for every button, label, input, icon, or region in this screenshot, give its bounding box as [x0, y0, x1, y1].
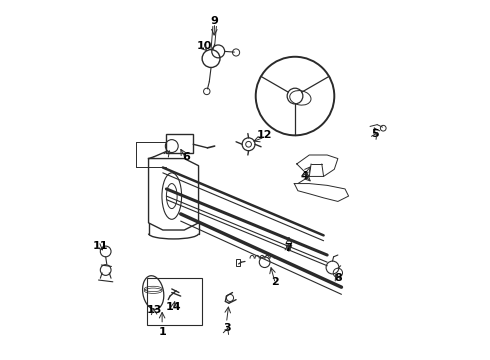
- Text: 2: 2: [271, 277, 279, 287]
- Text: 4: 4: [300, 171, 308, 181]
- Text: 10: 10: [196, 41, 212, 51]
- Text: 6: 6: [182, 152, 190, 162]
- Text: 12: 12: [257, 130, 272, 140]
- Text: 9: 9: [211, 16, 219, 26]
- Bar: [236, 259, 241, 266]
- Bar: [167, 134, 193, 153]
- Text: 1: 1: [159, 327, 167, 337]
- Text: 3: 3: [223, 323, 231, 333]
- Text: 7: 7: [284, 243, 292, 253]
- Text: 13: 13: [146, 305, 162, 315]
- Text: 8: 8: [334, 273, 342, 283]
- Text: 11: 11: [93, 241, 108, 251]
- Text: 5: 5: [371, 129, 379, 139]
- Bar: [147, 278, 202, 325]
- Text: 14: 14: [166, 302, 181, 312]
